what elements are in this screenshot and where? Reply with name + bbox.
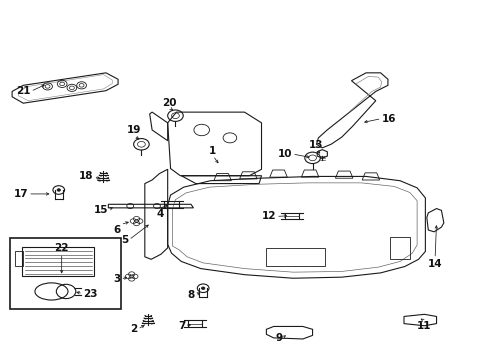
Text: 2: 2 — [130, 324, 137, 334]
Bar — [285, 212, 299, 219]
Text: 20: 20 — [162, 98, 177, 108]
Text: 5: 5 — [122, 235, 128, 245]
Text: 11: 11 — [416, 321, 431, 331]
Text: 23: 23 — [83, 289, 98, 298]
Text: 22: 22 — [54, 243, 69, 253]
Text: 8: 8 — [187, 290, 195, 300]
Bar — [389, 237, 409, 258]
Text: 10: 10 — [277, 149, 291, 159]
Bar — [266, 248, 324, 266]
Text: 21: 21 — [16, 86, 30, 96]
Text: 7: 7 — [178, 321, 185, 332]
Text: 17: 17 — [14, 189, 28, 199]
Text: 19: 19 — [127, 125, 141, 135]
Text: 18: 18 — [79, 171, 94, 181]
Bar — [187, 320, 202, 327]
Bar — [10, 238, 121, 309]
Circle shape — [57, 189, 61, 191]
Circle shape — [134, 220, 138, 222]
Circle shape — [129, 275, 133, 278]
Bar — [164, 201, 179, 207]
Text: 14: 14 — [427, 258, 442, 269]
Bar — [15, 251, 23, 266]
Text: 1: 1 — [209, 146, 216, 156]
Text: 12: 12 — [261, 211, 276, 221]
Circle shape — [201, 287, 204, 289]
Text: 15: 15 — [94, 204, 108, 215]
Text: 9: 9 — [275, 333, 282, 343]
Text: 13: 13 — [308, 140, 323, 150]
Text: 16: 16 — [381, 113, 395, 123]
Text: 6: 6 — [113, 225, 120, 235]
Text: 4: 4 — [157, 209, 164, 219]
Text: 3: 3 — [113, 274, 120, 284]
Bar — [22, 247, 94, 276]
